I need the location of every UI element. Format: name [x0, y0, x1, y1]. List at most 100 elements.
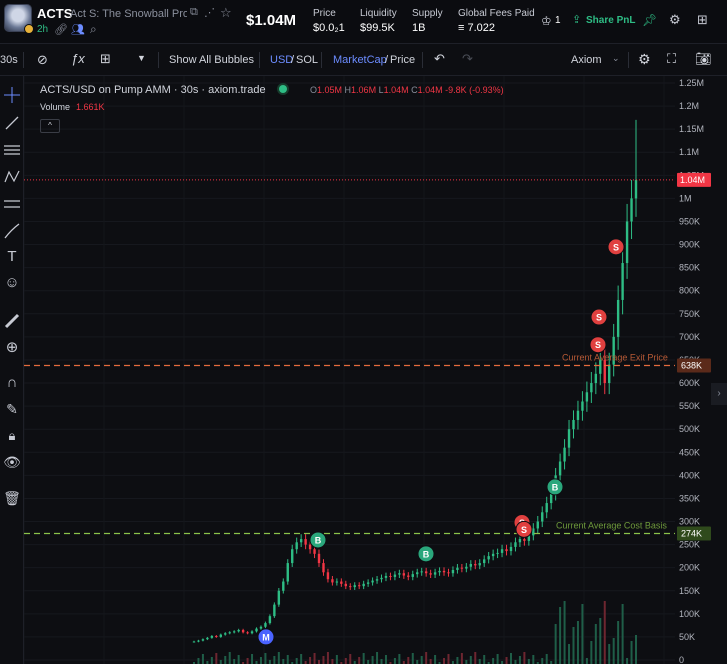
lock-draw-icon[interactable]: ✎	[6, 401, 18, 417]
volume-readout: Volume 1.661K	[40, 102, 105, 112]
eye-icon[interactable]: 👁︎	[3, 454, 21, 470]
candle-body	[197, 640, 200, 642]
token-avatar[interactable]	[4, 4, 32, 32]
search-icon[interactable]: ⌕	[90, 22, 97, 36]
candle-body	[317, 553, 321, 564]
link-icon[interactable]: 🔗︎	[54, 24, 68, 36]
y-tick-label: 750K	[679, 309, 700, 319]
candle-body	[549, 493, 553, 504]
candle-body	[424, 571, 428, 574]
measure-icon[interactable]	[3, 195, 21, 213]
expand-panel-button[interactable]: ›	[711, 383, 727, 405]
settings-icon[interactable]: ⚙	[669, 12, 681, 27]
chart-settings-icon[interactable]: ⚙	[638, 51, 651, 67]
candle-body	[518, 539, 522, 543]
candle-body	[286, 563, 289, 582]
candle-body	[532, 528, 535, 536]
candle-body	[335, 581, 339, 583]
undo-icon[interactable]: ↶	[434, 51, 445, 66]
share-icon[interactable]: ⋰	[204, 7, 215, 19]
volume-bar	[581, 604, 584, 664]
text-icon[interactable]: T	[7, 248, 17, 265]
crown-icon[interactable]: ♔	[541, 14, 552, 28]
volume-bar	[349, 654, 352, 664]
pump-badge-icon	[24, 24, 34, 34]
volume-bar	[469, 656, 472, 664]
candle-body	[295, 542, 298, 550]
source-chevron-icon[interactable]: ⌄	[612, 53, 620, 63]
candle-body	[541, 512, 544, 522]
volume-bar	[331, 659, 334, 664]
trade-marker-S	[515, 520, 533, 538]
y-tick-label: 450K	[679, 447, 700, 457]
usd-toggle[interactable]: USD	[270, 54, 294, 66]
holders-icon[interactable]: 👥︎	[71, 24, 85, 36]
collapse-legend-button[interactable]: ^	[40, 119, 60, 133]
candle-body	[581, 401, 584, 411]
source-selector[interactable]: Axiom	[571, 54, 602, 66]
volume-bar	[237, 655, 240, 664]
zoom-icon[interactable]: ⊕	[5, 339, 19, 356]
volume-bar	[532, 655, 535, 664]
y-tick-label: 900K	[679, 240, 700, 250]
emoji-icon[interactable]: ☺	[4, 274, 20, 291]
fullscreen-icon[interactable]: ⛶	[667, 51, 677, 66]
volume-bar	[456, 657, 459, 664]
candle-body	[558, 461, 562, 476]
sol-toggle[interactable]: SOL	[296, 54, 319, 66]
volume-bar	[344, 658, 347, 664]
candle-body	[603, 359, 606, 384]
crosshair-icon[interactable]	[3, 86, 21, 104]
pattern-icon[interactable]	[3, 168, 21, 186]
candle-body	[192, 641, 196, 643]
current-price-badge	[677, 172, 711, 187]
candle-body	[433, 572, 437, 575]
trade-marker-label: S	[613, 242, 619, 252]
volume-bar	[380, 659, 383, 664]
candle-body	[237, 629, 240, 632]
screenshot-icon[interactable]: 📷︎	[695, 51, 712, 66]
price-alert-icon[interactable]: ⊘	[37, 52, 48, 67]
volume-bar	[353, 661, 356, 664]
lock-icon[interactable]: 🔒︎	[8, 428, 16, 443]
volume-bar	[554, 624, 557, 664]
copy-icon[interactable]: ⧉	[190, 6, 198, 18]
indicators-icon[interactable]: ƒx	[71, 51, 85, 66]
show-bubbles-button[interactable]: Show All Bubbles	[169, 54, 254, 66]
layout-icon[interactable]: ⊞	[697, 12, 708, 27]
volume-bar	[518, 656, 521, 664]
dropdown-chevron-icon[interactable]: ▼	[137, 53, 146, 63]
interval-selector[interactable]: 30s	[0, 54, 18, 66]
ruler-icon[interactable]	[3, 312, 21, 330]
y-tick-label: 950K	[679, 216, 700, 226]
price-chart[interactable]: 1.25M1.2M1.15M1.1M1.05M1M950K900K850K800…	[24, 76, 727, 664]
brush-icon[interactable]	[3, 222, 21, 240]
candle-body	[219, 634, 222, 637]
marketcap-toggle[interactable]: MarketCap	[333, 54, 387, 66]
token-ticker: ACTS	[37, 6, 73, 21]
horizontal-lines-icon[interactable]	[3, 141, 21, 159]
candle-body	[232, 631, 236, 633]
volume-bar	[527, 659, 530, 664]
y-tick-label: 400K	[679, 470, 700, 480]
volume-bar	[193, 662, 195, 664]
magnet-icon[interactable]: ∩	[6, 374, 18, 391]
share-pnl-button[interactable]: Share PnL	[586, 15, 636, 26]
templates-icon[interactable]: ⊞	[100, 51, 111, 66]
candle-body	[474, 563, 477, 566]
redo-icon[interactable]: ↷	[462, 51, 473, 66]
price-toggle[interactable]: Price	[390, 54, 416, 66]
candle-body	[371, 580, 374, 583]
pin-icon[interactable]: 📌︎	[642, 13, 658, 27]
volume-bar	[291, 662, 294, 664]
star-icon[interactable]: ☆	[220, 5, 232, 20]
trendline-icon[interactable]	[3, 114, 21, 132]
y-tick-label: 0	[679, 655, 684, 664]
candle-body	[527, 535, 531, 541]
trash-icon[interactable]: 🗑︎	[3, 490, 21, 506]
volume-bar	[483, 655, 486, 664]
candle-body	[273, 604, 276, 617]
trade-marker-label: S	[596, 313, 602, 323]
avg-cost-text: Current Average Cost Basis	[556, 521, 667, 531]
y-tick-label: 300K	[679, 517, 700, 527]
